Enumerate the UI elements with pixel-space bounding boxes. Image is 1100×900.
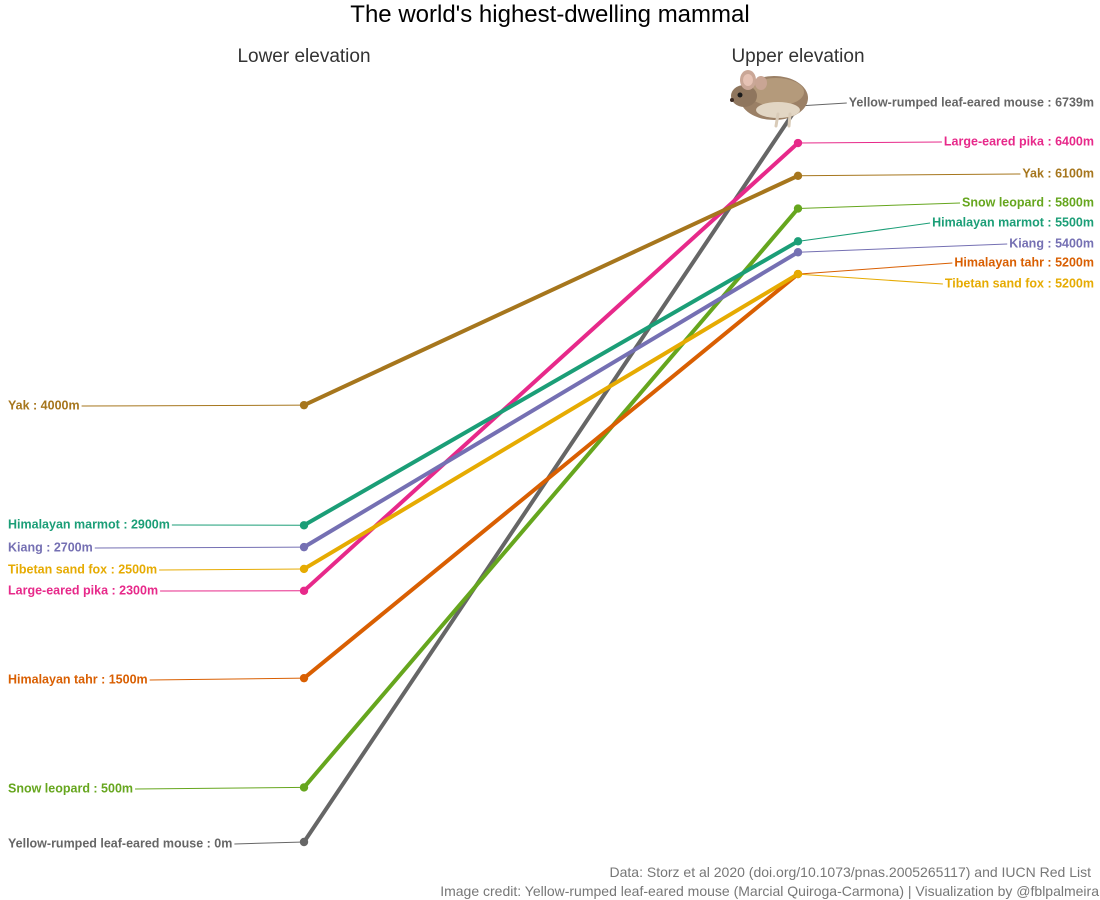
point-upper-himalayan-marmot	[793, 237, 803, 246]
point-lower-himalayan-marmot	[299, 521, 309, 530]
slope-lines	[302, 104, 800, 844]
leader-upper-yellow-rumped-leaf-eared-mouse	[797, 102, 847, 107]
label-lower-himalayan-tahr: Himalayan tahr : 1500m	[8, 672, 148, 686]
leader-upper-snow-leopard	[797, 202, 961, 210]
point-lower-yak	[299, 400, 309, 410]
leader-upper-yak	[797, 173, 1021, 177]
label-upper-himalayan-marmot: Himalayan marmot : 5500m	[932, 215, 1094, 229]
leader-upper-himalayan-tahr	[797, 262, 953, 275]
leader-upper-tibetan-sand-fox	[797, 273, 943, 285]
point-upper-snow-leopard	[793, 204, 803, 213]
caption-data-source: Data: Storz et al 2020 (doi.org/10.1073/…	[610, 864, 1092, 880]
label-lower-yak: Yak : 4000m	[8, 398, 80, 412]
mouse-photo	[730, 70, 808, 128]
point-lower-snow-leopard	[299, 783, 309, 792]
leader-upper-himalayan-marmot	[797, 222, 931, 242]
leader-upper-large-eared-pika	[797, 141, 942, 144]
slope-line-tibetan-sand-fox	[302, 272, 800, 571]
label-upper-kiang: Kiang : 5400m	[1009, 236, 1094, 250]
point-lower-kiang	[299, 542, 309, 552]
leader-lower-tibetan-sand-fox	[159, 568, 305, 571]
upper-column-label: Upper elevation	[731, 46, 864, 67]
label-upper-himalayan-tahr: Himalayan tahr : 5200m	[954, 255, 1094, 269]
leader-lower-yellow-rumped-leaf-eared-mouse	[234, 841, 305, 845]
point-lower-yellow-rumped-leaf-eared-mouse	[299, 837, 309, 847]
point-upper-large-eared-pika	[793, 138, 803, 148]
label-lower-kiang: Kiang : 2700m	[8, 540, 93, 554]
label-lower-large-eared-pika: Large-eared pika : 2300m	[8, 583, 158, 597]
point-upper-kiang	[793, 248, 803, 257]
slope-line-kiang	[302, 250, 800, 550]
leader-lower-kiang	[94, 546, 305, 549]
slope-line-yak	[302, 173, 800, 408]
caption-credits: Image credit: Yellow-rumped leaf-eared m…	[440, 883, 1099, 899]
leader-lower-snow-leopard	[135, 786, 305, 790]
leader-lines	[81, 102, 1021, 845]
label-lower-snow-leopard: Snow leopard : 500m	[8, 781, 133, 795]
lower-column-label: Lower elevation	[237, 46, 370, 67]
label-lower-himalayan-marmot: Himalayan marmot : 2900m	[8, 517, 170, 531]
label-upper-yak: Yak : 6100m	[1022, 166, 1094, 180]
point-upper-tibetan-sand-fox	[793, 269, 803, 279]
slope-line-himalayan-marmot	[302, 239, 800, 528]
label-lower-yellow-rumped-leaf-eared-mouse: Yellow-rumped leaf-eared mouse : 0m	[8, 836, 232, 850]
label-lower-tibetan-sand-fox: Tibetan sand fox : 2500m	[8, 562, 157, 576]
leader-lower-himalayan-tahr	[149, 677, 305, 681]
chart-title: The world's highest-dwelling mammal	[350, 1, 749, 28]
label-upper-large-eared-pika: Large-eared pika : 6400m	[944, 134, 1094, 148]
label-upper-tibetan-sand-fox: Tibetan sand fox : 5200m	[945, 276, 1094, 290]
point-lower-himalayan-tahr	[299, 673, 309, 683]
point-lower-large-eared-pika	[299, 586, 309, 596]
point-upper-yak	[793, 171, 803, 180]
slope-line-himalayan-tahr	[302, 272, 800, 681]
label-upper-snow-leopard: Snow leopard : 5800m	[962, 195, 1094, 209]
leader-lower-yak	[81, 404, 305, 407]
slope-line-snow-leopard	[302, 206, 800, 790]
point-lower-tibetan-sand-fox	[299, 564, 309, 574]
label-upper-yellow-rumped-leaf-eared-mouse: Yellow-rumped leaf-eared mouse : 6739m	[849, 95, 1094, 109]
slope-line-large-eared-pika	[302, 141, 800, 593]
data-labels: Yellow-rumped leaf-eared mouse : 0m Yello…	[8, 95, 1094, 850]
leader-upper-kiang	[797, 243, 1008, 253]
